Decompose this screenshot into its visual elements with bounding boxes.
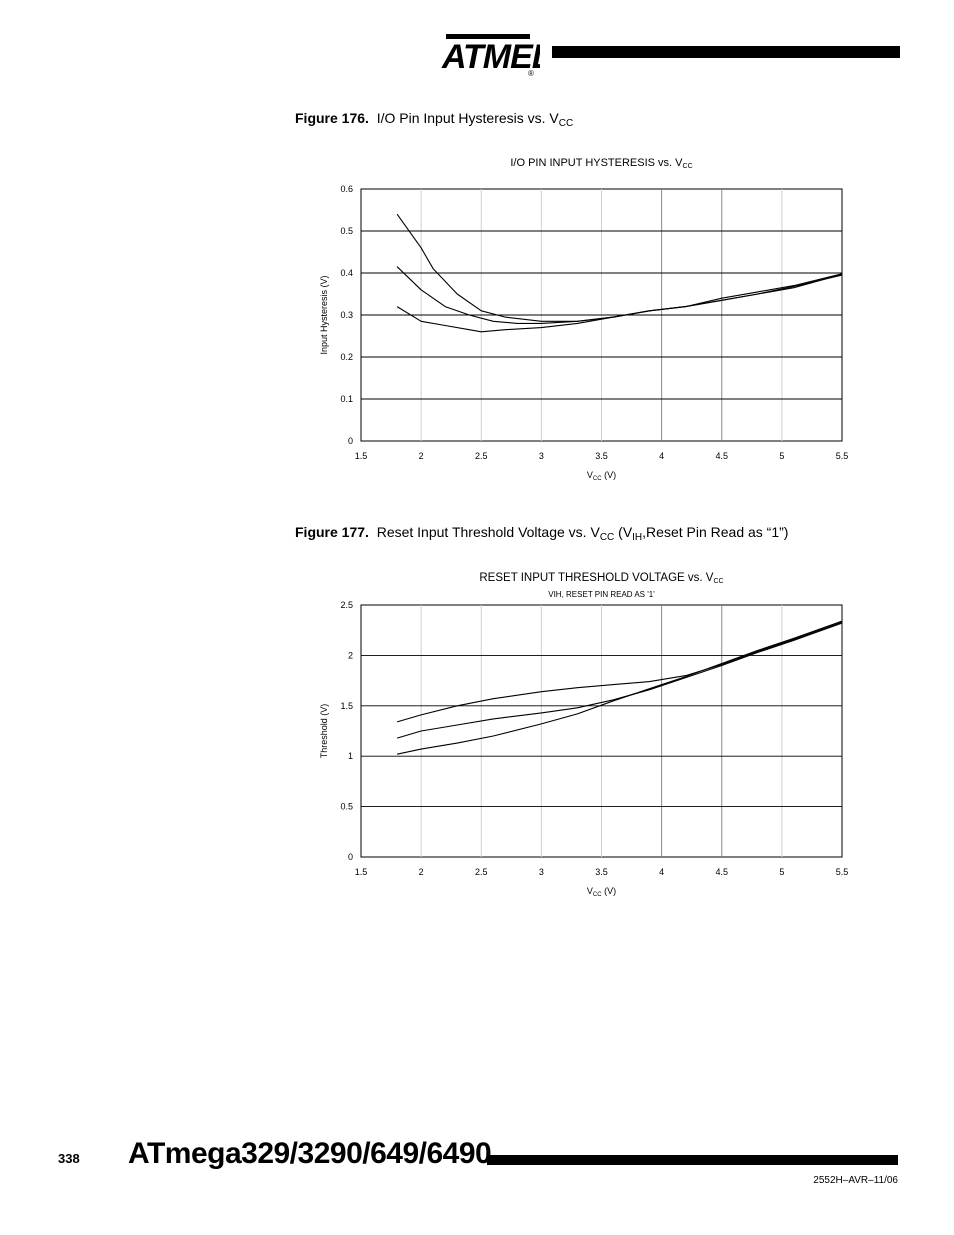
series-line-1: [396, 621, 843, 723]
atmel-logo: ATMEL ®: [441, 34, 540, 78]
figure-177-caption-tail: (V: [614, 524, 633, 540]
x-tick-label: 3.5: [595, 451, 608, 461]
y-tick-label: 0.5: [340, 802, 353, 812]
y-tick-label: 0.1: [340, 394, 353, 404]
logo-top-stroke: [446, 34, 530, 39]
x-axis-label: VCC (V): [587, 886, 616, 898]
figure-176-caption: Figure 176. I/O Pin Input Hysteresis vs.…: [295, 110, 573, 129]
x-tick-label: 3: [539, 867, 544, 877]
x-tick-label: 2.5: [475, 451, 488, 461]
y-tick-label: 2.5: [340, 600, 353, 610]
x-axis-label-sub: CC: [593, 476, 602, 482]
figure-176-caption-sub: CC: [558, 118, 574, 129]
y-tick-label: 2: [348, 650, 353, 660]
x-tick-label: 5.5: [836, 451, 849, 461]
figure-177-label: Figure 177.: [295, 524, 369, 540]
document-title: ATmega329/3290/649/6490: [128, 1137, 492, 1170]
x-tick-label: 1.5: [355, 867, 368, 877]
series-line-3: [396, 620, 843, 755]
x-tick-label: 2: [419, 867, 424, 877]
figure-177-caption-end: ,Reset Pin Read as “1”): [642, 524, 789, 540]
y-tick-label: 1.5: [340, 701, 353, 711]
figure-177-caption-main: Reset Input Threshold Voltage vs. V: [376, 524, 600, 540]
chart-title-sub: CC: [683, 163, 693, 170]
figure-177-caption: Figure 177. Reset Input Threshold Voltag…: [295, 524, 788, 543]
y-tick-label: 0: [348, 436, 353, 446]
y-tick-label: 0.5: [340, 226, 353, 236]
x-tick-label: 5: [779, 867, 784, 877]
x-axis-label-unit: (V): [602, 470, 617, 480]
chart-subtitle: VIH, RESET PIN READ AS '1': [548, 590, 655, 599]
x-tick-label: 1.5: [355, 451, 368, 461]
y-tick-label: 0.2: [340, 352, 353, 362]
x-tick-label: 4: [659, 451, 664, 461]
x-tick-label: 2.5: [475, 867, 488, 877]
series-line-3: [396, 273, 843, 333]
chart-title-sub: CC: [713, 578, 723, 585]
document-code: 2552H–AVR–11/06: [813, 1175, 898, 1186]
x-tick-label: 4.5: [715, 451, 728, 461]
figure-176-label: Figure 176.: [295, 110, 369, 126]
logo-wordmark: ATMEL: [441, 38, 540, 76]
y-tick-label: 0.3: [340, 310, 353, 320]
logo-registered-mark: ®: [528, 69, 534, 78]
x-tick-label: 3: [539, 451, 544, 461]
y-tick-label: 0: [348, 852, 353, 862]
chart-title: I/O PIN INPUT HYSTERESIS vs. VCC: [510, 157, 692, 170]
page-number: 338: [58, 1151, 80, 1166]
x-tick-label: 4.5: [715, 867, 728, 877]
x-tick-label: 5.5: [836, 867, 849, 877]
footer-rule: [487, 1155, 898, 1165]
y-axis-label: Input Hysteresis (V): [319, 275, 329, 354]
y-tick-label: 0.6: [340, 184, 353, 194]
x-axis-label-sub: CC: [593, 892, 602, 898]
series-line-1: [396, 213, 843, 322]
figure-177-caption-sub2: IH: [632, 532, 643, 543]
x-tick-label: 3.5: [595, 867, 608, 877]
figure-176-caption-main: I/O Pin Input Hysteresis vs. V: [376, 110, 559, 126]
x-tick-label: 4: [659, 867, 664, 877]
x-tick-label: 5: [779, 451, 784, 461]
y-tick-label: 1: [348, 751, 353, 761]
series-line-2: [396, 266, 843, 324]
figure-177-caption-sub: CC: [599, 532, 615, 543]
x-axis-label-unit: (V): [602, 886, 617, 896]
y-tick-label: 0.4: [340, 268, 353, 278]
header-rule: [552, 46, 900, 58]
series-line-2: [396, 622, 843, 739]
chart-title: RESET INPUT THRESHOLD VOLTAGE vs. VCC: [479, 572, 723, 585]
y-axis-label: Threshold (V): [319, 704, 329, 759]
x-axis-label: VCC (V): [587, 470, 616, 482]
x-tick-label: 2: [419, 451, 424, 461]
threshold-chart: 1.5 2 2.5 3 3.5 4 4.5 5 5.5 0 0.5 1 1.5 2 2.5 RESET INP…: [319, 572, 849, 898]
hysteresis-chart: 1.5 2 2.5 3 3.5 4 4.5 5 5.5 0 0.1 0.2 0.3 0.4 0.5 0.6 I/…: [319, 157, 849, 482]
